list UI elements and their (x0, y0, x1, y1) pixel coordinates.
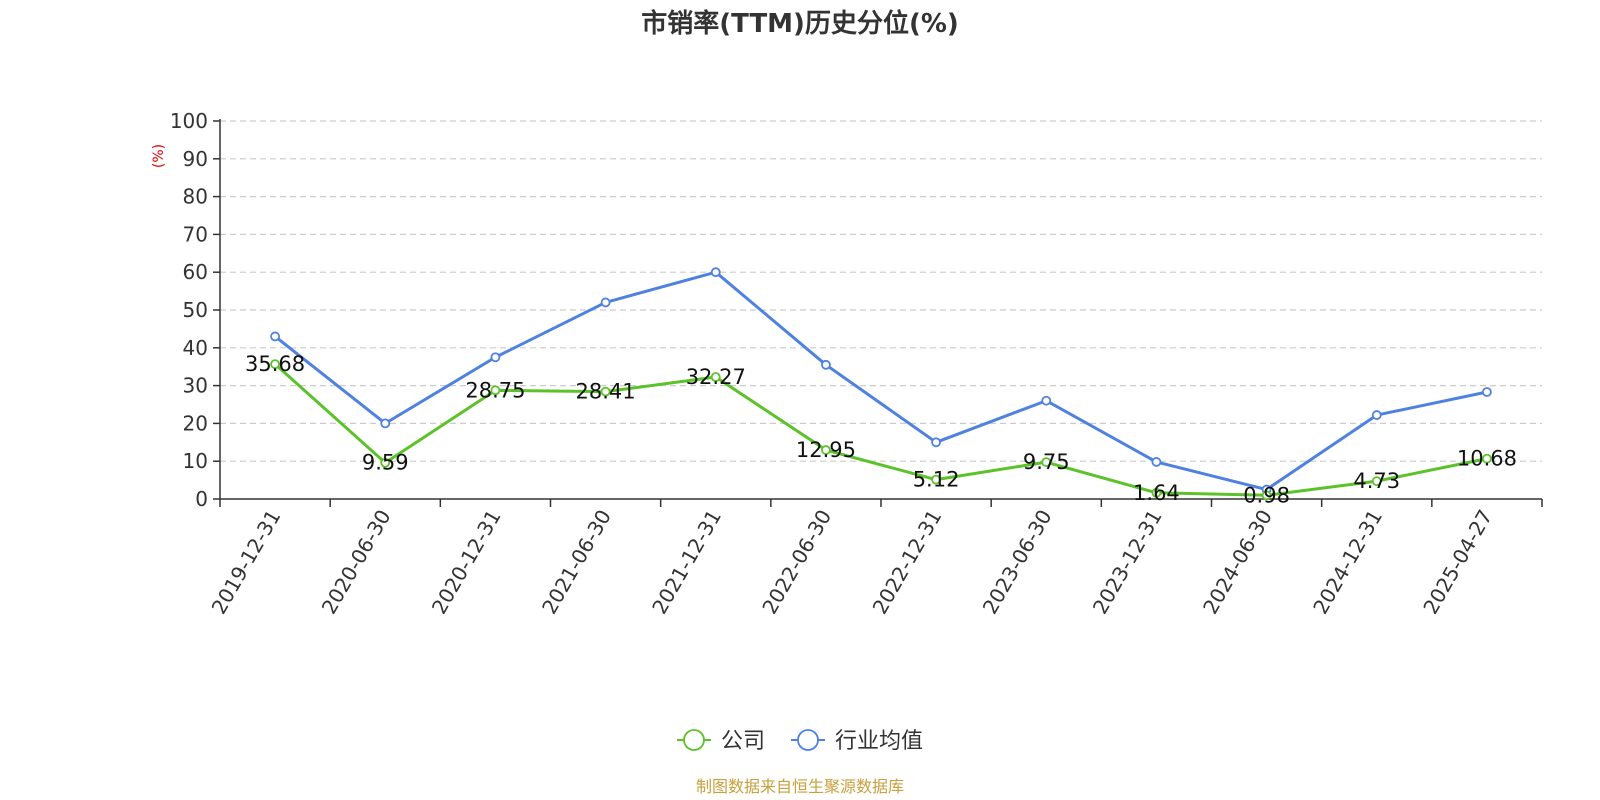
y-tick-label: 90 (183, 147, 208, 171)
data-label: 35.68 (245, 352, 305, 376)
legend[interactable]: 公司 行业均值 (677, 729, 923, 754)
x-tick-label: 2024-12-31 (1308, 506, 1387, 619)
data-point[interactable] (1482, 453, 1492, 464)
data-label: 4.73 (1353, 469, 1400, 493)
series-line (274, 363, 1488, 497)
series-line (274, 270, 1488, 492)
x-tick-label: 2025-04-27 (1418, 506, 1497, 619)
data-label: 9.59 (362, 451, 409, 475)
x-tick-label: 2022-06-30 (757, 506, 836, 619)
data-label: 5.12 (913, 468, 960, 492)
y-tick-label: 60 (183, 260, 208, 284)
data-point[interactable] (710, 267, 721, 278)
x-tick-label: 2020-12-31 (427, 505, 506, 618)
y-tick-label: 20 (183, 411, 208, 435)
x-tick-label: 2023-12-31 (1088, 506, 1167, 619)
source-note: 制图数据来自恒生聚源数据库 (696, 777, 904, 796)
data-labels: 35.68 9.59 28.75 28.41 32.27 12.95 5.12 9.75 1.6… (245, 352, 1517, 507)
data-label: 9.75 (1023, 450, 1070, 474)
axes: 0 10 20 30 40 50 60 70 80 90 100 2019-12-31 2020-06-… (170, 109, 1543, 619)
data-point[interactable] (821, 359, 831, 370)
data-label: 32.27 (686, 365, 746, 389)
data-label: 10.68 (1457, 447, 1517, 471)
data-label: 1.64 (1133, 481, 1180, 505)
data-point[interactable] (380, 457, 391, 468)
x-tick-label: 2020-06-30 (317, 506, 396, 619)
x-tick-label: 2021-06-30 (537, 506, 616, 619)
data-point[interactable] (1371, 476, 1382, 487)
legend-label: 公司 (721, 729, 765, 754)
data-point[interactable] (1041, 395, 1052, 406)
x-tick-label: 2021-12-31 (647, 506, 726, 619)
data-label: 28.75 (465, 378, 525, 402)
data-point[interactable] (490, 352, 501, 363)
data-point[interactable] (270, 359, 280, 370)
data-point[interactable] (931, 474, 941, 485)
data-point[interactable] (1151, 457, 1162, 467)
chart-title: 市销率(TTM)历史分位(%) (641, 8, 959, 39)
data-point[interactable] (1482, 387, 1492, 397)
y-tick-label: 10 (183, 449, 208, 473)
data-label: 0.98 (1243, 483, 1290, 507)
data-label: 28.41 (576, 380, 636, 404)
legend-item[interactable]: 公司 (677, 729, 765, 754)
data-point[interactable] (1041, 457, 1052, 468)
data-point[interactable] (490, 385, 501, 396)
y-tick-label: 80 (183, 185, 208, 209)
data-point[interactable] (600, 386, 611, 397)
y-tick-label: 50 (183, 298, 208, 322)
data-point[interactable] (380, 418, 391, 429)
data-label: 12.95 (796, 438, 856, 462)
legend-label: 行业均值 (835, 729, 923, 754)
legend-marker (683, 729, 705, 751)
y-tick-label: 30 (183, 374, 208, 398)
y-tick-label: 100 (170, 109, 208, 133)
x-tick-label: 2022-12-31 (868, 505, 947, 618)
y-tick-label: 40 (183, 336, 208, 360)
y-axis-label: (%) (151, 144, 167, 168)
x-tick-label: 2024-06-30 (1198, 506, 1277, 619)
x-tick-label: 2019-12-31 (207, 506, 286, 619)
grid-lines (220, 120, 1542, 462)
data-point[interactable] (1151, 487, 1162, 498)
data-point[interactable] (270, 331, 280, 342)
y-tick-label: 0 (195, 487, 208, 511)
data-point[interactable] (931, 437, 941, 448)
data-point[interactable] (710, 372, 721, 382)
legend-item[interactable]: 行业均值 (791, 729, 923, 754)
data-point[interactable] (821, 445, 831, 455)
y-tick-label: 70 (183, 222, 208, 246)
data-point[interactable] (600, 297, 611, 308)
legend-marker (797, 729, 819, 751)
x-tick-label: 2023-06-30 (978, 506, 1057, 619)
data-point[interactable] (1371, 410, 1382, 420)
data-point[interactable] (1261, 490, 1272, 501)
series-layer (270, 267, 1492, 501)
